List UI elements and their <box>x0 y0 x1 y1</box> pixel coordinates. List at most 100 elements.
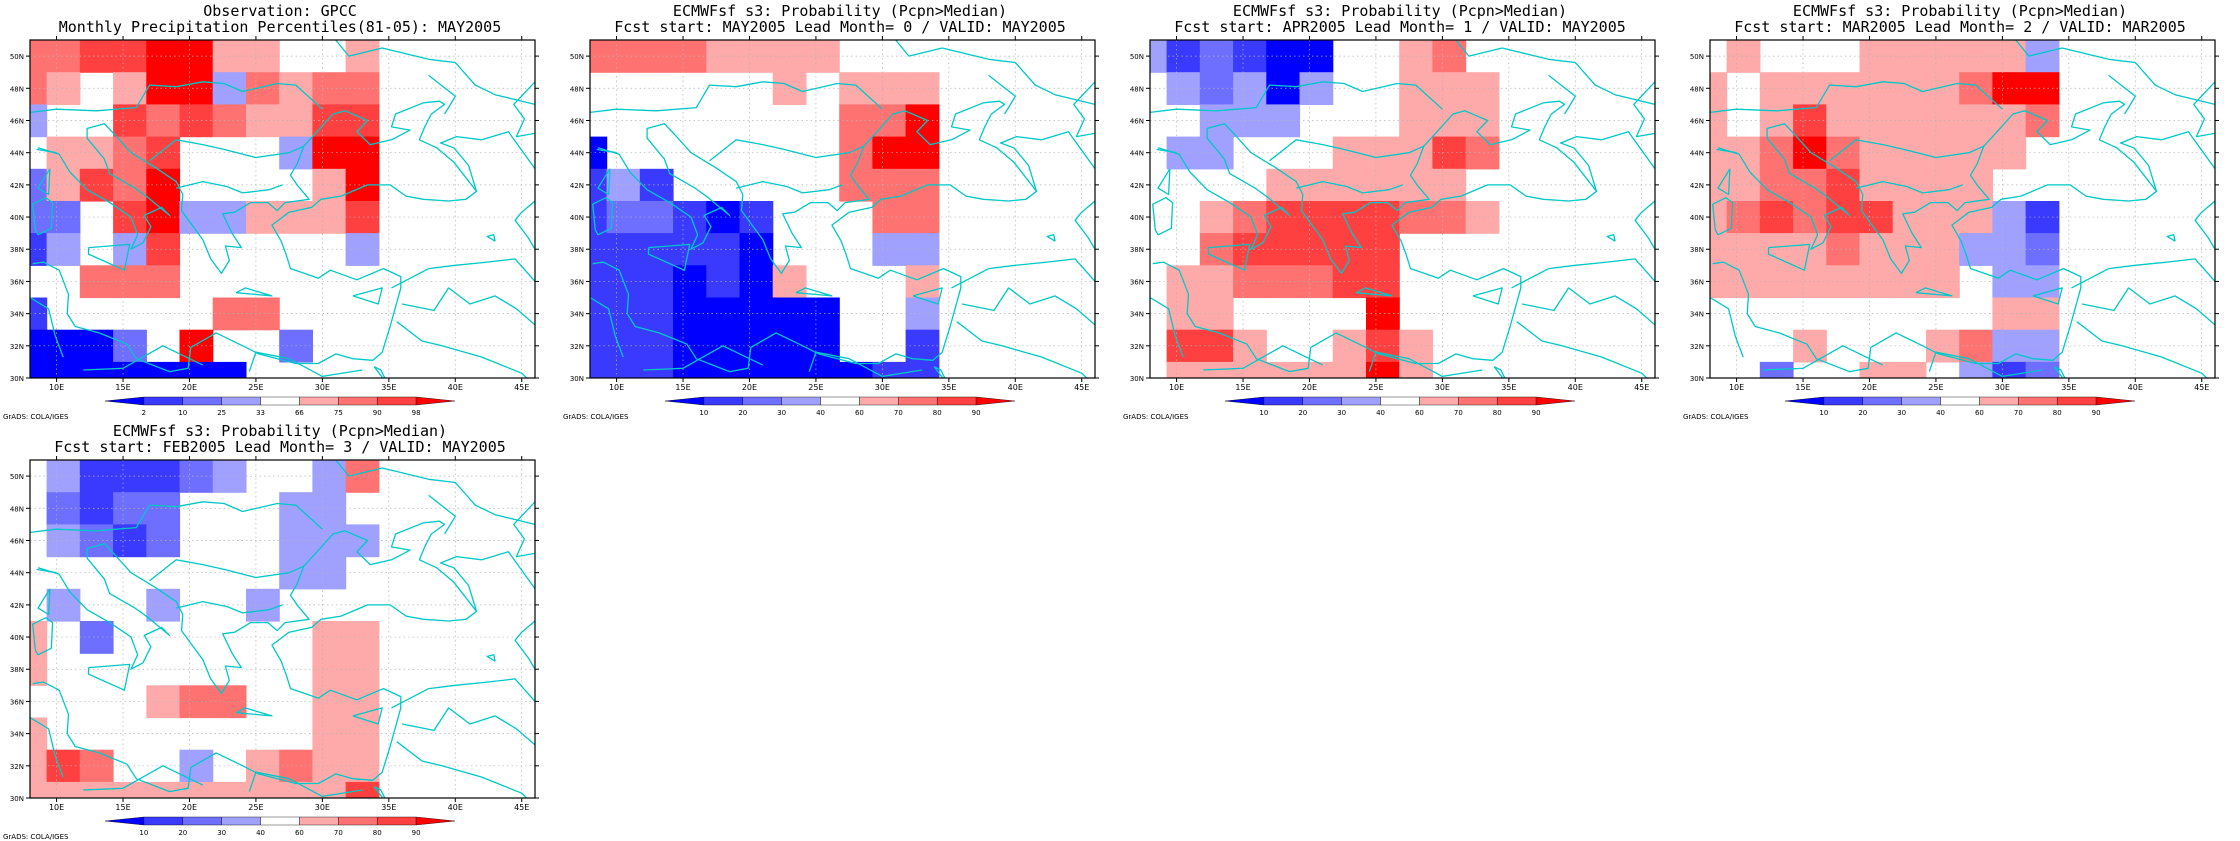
lat-tick-label: 32N <box>10 763 24 771</box>
grid-cell <box>212 460 247 493</box>
legend-label: 40 <box>1936 409 1945 417</box>
lat-tick-label: 50N <box>10 473 24 481</box>
lat-tick-label: 36N <box>1130 278 1144 286</box>
lon-tick-label: 15E <box>1235 383 1250 392</box>
legend-label: 25 <box>217 409 226 417</box>
grid-cell <box>739 233 774 266</box>
grid-cell <box>1432 201 1467 234</box>
lat-tick-label: 30N <box>1130 375 1144 383</box>
grid-cell <box>1959 361 1993 378</box>
grid-cell <box>30 749 48 783</box>
lon-tick-label: 40E <box>1008 383 1023 392</box>
lon-tick-label: 35E <box>381 803 396 812</box>
grid-cell <box>739 297 774 331</box>
grid-cell <box>1859 201 1894 234</box>
grid-cell <box>1859 168 1894 202</box>
grid-cell <box>1166 72 1201 105</box>
grid-cell <box>312 621 347 654</box>
lat-tick-label: 30N <box>10 375 24 383</box>
lon-tick-label: 10E <box>49 803 64 812</box>
grid-cell <box>46 233 81 266</box>
lon-tick-label: 10E <box>1729 383 1744 392</box>
lon-tick-label: 40E <box>448 803 463 812</box>
grid-cell <box>1859 104 1894 138</box>
lon-tick-label: 30E <box>315 383 330 392</box>
grid-cell <box>279 201 313 234</box>
panel-title: ECMWFsf s3: Probability (Pcpn>Median) <box>112 422 448 440</box>
map-panel: ECMWFsf s3: Probability (Pcpn>Median) Fcs… <box>560 0 1120 421</box>
grid-cell <box>1710 72 1728 105</box>
coastline <box>1150 40 1655 378</box>
lat-tick-label: 38N <box>1130 246 1144 254</box>
grid-cell <box>113 781 147 798</box>
grid-cell <box>146 201 181 234</box>
lon-tick-label: 20E <box>1302 383 1317 392</box>
grid-cell <box>345 136 380 170</box>
grid-cell <box>590 136 608 170</box>
lat-tick-label: 34N <box>10 731 24 739</box>
grid-cell <box>179 72 214 105</box>
grid-cell <box>2025 361 2060 378</box>
legend-label: 60 <box>855 409 864 417</box>
grid-cell <box>1465 104 1500 138</box>
panel-subtitle: Fcst start: MAR2005 Lead Month= 2 / VALI… <box>1734 18 2186 36</box>
legend-label: 60 <box>1415 409 1424 417</box>
grid-cell <box>1859 40 1894 73</box>
legend-label: 70 <box>334 829 343 837</box>
grid-cell <box>179 749 214 783</box>
grid-cell <box>606 233 641 266</box>
legend-label: 40 <box>1376 409 1385 417</box>
grid-cell <box>179 104 214 138</box>
lat-tick-label: 32N <box>1690 343 1704 351</box>
grid-cell <box>905 329 940 363</box>
grid-cell <box>1710 104 1728 138</box>
grid-cell <box>1793 201 1827 234</box>
grid-cell <box>345 201 380 234</box>
legend-label: 70 <box>1454 409 1463 417</box>
legend-label: 20 <box>1298 409 1307 417</box>
grid-cell <box>1892 104 1927 138</box>
grid-cell <box>113 201 147 234</box>
lon-tick-label: 10E <box>609 383 624 392</box>
grid-cell <box>46 588 81 622</box>
lat-tick-label: 48N <box>1130 85 1144 93</box>
grid-cell <box>212 781 247 798</box>
panel-title: ECMWFsf s3: Probability (Pcpn>Median) <box>1792 2 2128 20</box>
coastline <box>590 40 1095 378</box>
grid-cell <box>212 72 247 105</box>
grid-cell <box>1959 201 1993 234</box>
grid-cell <box>606 329 641 363</box>
grid-cell <box>606 40 641 73</box>
map-plot: 10E 15E 20E 25E 30E 35E 40E 45E 30N 32N 34N 36N 38N 4… <box>1690 36 2219 417</box>
lon-tick-label: 45E <box>514 383 529 392</box>
grid-cell <box>1366 361 1400 378</box>
grid-cell <box>606 168 641 202</box>
lat-tick-label: 50N <box>1130 53 1144 61</box>
legend-label: 90 <box>972 409 981 417</box>
grid-cell <box>46 781 81 798</box>
grid-cell <box>79 621 114 654</box>
grid-cell <box>1826 201 1861 234</box>
lon-tick-label: 40E <box>2128 383 2143 392</box>
lat-tick-label: 48N <box>10 85 24 93</box>
legend-label: 80 <box>373 829 382 837</box>
lon-tick-label: 20E <box>742 383 757 392</box>
lat-tick-label: 30N <box>1690 375 1704 383</box>
grads-credit: GrADS: COLA/IGES <box>563 413 629 421</box>
lat-tick-label: 40N <box>10 634 24 642</box>
map-panel: ECMWFsf s3: Probability (Pcpn>Median) Fcs… <box>0 420 560 841</box>
lat-tick-label: 46N <box>10 117 24 125</box>
grid-cell <box>345 104 380 138</box>
lon-tick-label: 20E <box>1862 383 1877 392</box>
grid-cell <box>345 40 380 73</box>
grid-cell <box>1859 72 1894 105</box>
legend-label: 60 <box>1975 409 1984 417</box>
grid-cell <box>706 201 741 234</box>
grid-cell <box>772 297 807 331</box>
legend-label: 10 <box>699 409 708 417</box>
grid-cell <box>806 361 840 378</box>
grid-cell <box>279 781 313 798</box>
grid-cell <box>345 781 380 798</box>
grid-cell <box>2025 104 2060 138</box>
grid-cell <box>606 361 641 378</box>
